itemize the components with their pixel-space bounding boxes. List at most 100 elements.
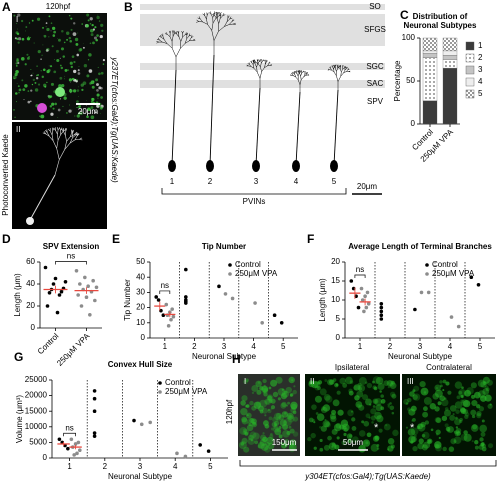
data-point [223, 292, 228, 296]
neurite [191, 36, 194, 39]
fluorescence [372, 385, 377, 390]
fluorescence [275, 376, 283, 384]
y-tick-label: 5000 [29, 438, 47, 447]
fluorescence [260, 434, 267, 441]
fluorescence [97, 97, 99, 99]
fluorescence [385, 424, 388, 427]
fluorescence [79, 111, 83, 115]
significance-label: ns [356, 265, 364, 274]
neurite [337, 66, 340, 69]
neurite [248, 65, 251, 67]
fluorescence [66, 112, 68, 114]
fluorescence [273, 425, 279, 430]
neurite [224, 24, 230, 27]
fluorescence [470, 382, 477, 389]
fluorescence [461, 399, 469, 407]
fluorescence [31, 19, 34, 22]
neurite [260, 58, 263, 61]
fluorescence [46, 27, 50, 32]
fluorescence [245, 404, 250, 408]
fluorescence [442, 446, 447, 452]
data-point [184, 267, 188, 272]
fluorescence [310, 432, 316, 439]
bracket [239, 460, 497, 467]
fluorescence [69, 61, 73, 65]
y-tick-label: 20000 [25, 391, 48, 400]
fluorescence [77, 112, 81, 115]
fluorescence [358, 404, 365, 411]
fluorescence [50, 112, 54, 116]
fluorescence [60, 66, 64, 70]
fluorescence [30, 74, 33, 77]
neurite [188, 34, 192, 37]
legend-label: 5 [478, 89, 483, 98]
fluorescence [454, 381, 463, 389]
fluorescence [372, 398, 379, 405]
fluorescence [474, 440, 479, 445]
fluorescence [439, 384, 443, 388]
fluorescence [251, 384, 259, 392]
fluorescence [70, 65, 73, 69]
neurite [72, 134, 77, 138]
fluorescence [74, 37, 79, 42]
fluorescence [13, 109, 15, 111]
neurite [158, 37, 160, 41]
neurite [211, 23, 214, 31]
fluorescence [27, 100, 31, 104]
fluorescence [86, 74, 90, 78]
data-point [79, 304, 84, 308]
neurite [65, 128, 68, 132]
fluorescence [269, 434, 274, 439]
fluorescence [22, 88, 26, 91]
fluorescence [48, 15, 51, 18]
neurite [215, 14, 217, 19]
fluorescence [355, 401, 363, 408]
fluorescence [17, 37, 22, 41]
fluorescence [418, 438, 424, 444]
fluorescence [391, 393, 397, 399]
fluorescence [95, 38, 98, 42]
neurite [180, 36, 183, 42]
fluorescence [94, 111, 97, 114]
neurite [297, 70, 299, 73]
fluorescence [37, 74, 40, 76]
x-tick-label: 4 [251, 342, 256, 351]
fluorescence [99, 112, 101, 114]
fluorescence [362, 439, 371, 447]
fluorescence [40, 58, 42, 60]
fluorescence [48, 36, 50, 38]
fluorescence [422, 431, 430, 440]
fluorescence [375, 404, 383, 412]
fluorescence [25, 26, 28, 29]
neurite [198, 16, 201, 20]
fluorescence [96, 83, 99, 86]
x-tick-label: 2 [192, 342, 197, 351]
fluorescence [464, 389, 471, 397]
data-point [53, 276, 58, 281]
fluorescence [247, 437, 255, 445]
inset-label: I [244, 377, 246, 386]
fluorescence [419, 381, 426, 388]
fluorescence [59, 76, 63, 80]
fluorescence [454, 401, 463, 409]
fluorescence [82, 43, 84, 44]
neurite [79, 137, 83, 140]
fluorescence [245, 404, 250, 408]
fluorescence [453, 440, 457, 443]
y-axis-label: Tip Number [123, 279, 132, 321]
neurite [331, 69, 335, 73]
scale-label: 20μm [357, 182, 378, 191]
fluorescence [248, 423, 252, 427]
fluorescence [337, 409, 344, 416]
fluorescence [332, 399, 340, 407]
fluorescence [54, 59, 56, 60]
fluorescence [347, 409, 354, 417]
data-point [57, 437, 62, 442]
neurite [336, 75, 339, 82]
neurite [342, 67, 345, 70]
fluorescence [89, 82, 92, 85]
fluorescence [455, 409, 460, 414]
neurite [294, 70, 296, 73]
neurite [57, 134, 59, 141]
